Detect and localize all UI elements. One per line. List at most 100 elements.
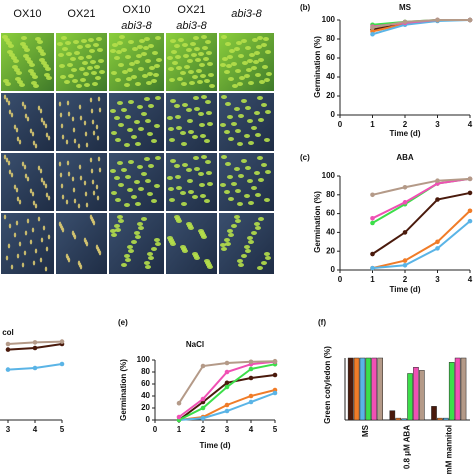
seedling <box>121 108 127 112</box>
seedling <box>78 56 84 60</box>
seedling <box>83 120 87 126</box>
seedling <box>61 134 65 140</box>
x-tick-label: 300 mM mannitol <box>444 425 453 474</box>
seedling <box>146 81 152 85</box>
data-point <box>435 197 440 202</box>
seedling <box>234 107 240 111</box>
seedling <box>137 105 143 109</box>
seedling <box>3 214 7 220</box>
seedling <box>134 60 140 64</box>
seedling <box>81 39 87 43</box>
photo-label: OX10 <box>122 4 150 16</box>
seedling <box>21 101 25 107</box>
seedling <box>227 115 233 119</box>
seedling <box>255 73 261 77</box>
seedling <box>207 265 213 269</box>
bar <box>395 417 402 421</box>
x-tick-label: 3 <box>225 425 230 434</box>
seedling <box>42 225 46 231</box>
seedling <box>66 100 70 106</box>
seedling <box>17 80 23 84</box>
seedling <box>220 123 226 127</box>
bar <box>460 357 467 421</box>
seedling <box>183 54 189 58</box>
seedling <box>40 237 44 243</box>
seedling <box>39 257 43 263</box>
seedling <box>264 198 270 202</box>
seedling <box>141 217 147 221</box>
seedling <box>144 97 150 101</box>
seedling <box>193 156 199 160</box>
x-axis-label: Time (d) <box>390 285 421 294</box>
seedling <box>99 70 105 74</box>
seedling <box>10 172 14 178</box>
seedling <box>46 76 52 80</box>
y-tick-label: 20 <box>326 246 335 255</box>
seedling <box>186 48 192 52</box>
seedling <box>4 38 10 42</box>
x-tick-label: 5 <box>273 425 278 434</box>
seedling <box>124 254 130 258</box>
seedling <box>111 131 117 135</box>
seedling <box>125 115 131 119</box>
seedling <box>16 71 22 75</box>
seedling <box>90 108 94 114</box>
seedling <box>180 71 186 75</box>
seedling <box>188 190 194 194</box>
seedling <box>31 191 35 197</box>
seedling <box>125 258 131 262</box>
seedling <box>251 126 257 130</box>
seedling <box>8 44 14 48</box>
seedling <box>141 112 147 116</box>
seedling <box>126 77 132 81</box>
data-point <box>272 358 278 364</box>
seedling <box>60 123 64 129</box>
seedling <box>124 203 130 207</box>
seedling <box>40 117 44 123</box>
seedling <box>111 233 117 237</box>
seedling <box>244 194 250 198</box>
series-line <box>372 177 471 196</box>
seedling <box>98 250 102 256</box>
seedling <box>231 224 237 228</box>
seedling <box>14 68 20 72</box>
seedling <box>40 52 46 56</box>
seedling <box>131 135 137 139</box>
x-axis-label: Time (d) <box>200 441 231 450</box>
bar <box>454 357 461 421</box>
series-line <box>372 19 470 29</box>
seedling <box>167 176 173 180</box>
seedling <box>22 45 28 49</box>
seedling <box>221 155 227 159</box>
seedling <box>242 61 248 65</box>
seedling <box>151 139 157 143</box>
seedling <box>168 127 174 131</box>
seedling <box>225 102 231 106</box>
seedling <box>224 238 230 242</box>
seedling <box>33 84 39 88</box>
seedling <box>201 155 207 159</box>
seedling <box>20 42 26 46</box>
seedling <box>31 81 37 85</box>
y-tick-label: 20 <box>141 403 150 412</box>
seedling <box>92 82 98 86</box>
seedling <box>264 138 270 142</box>
seedling <box>202 46 208 50</box>
seedling <box>228 233 234 237</box>
seedling <box>12 65 18 69</box>
x-tick-label: 1 <box>177 425 182 434</box>
data-point <box>5 347 11 352</box>
seedling <box>220 63 226 67</box>
seedling <box>40 177 44 183</box>
seedling <box>244 245 250 249</box>
seedling <box>201 35 207 39</box>
seedling <box>91 179 95 185</box>
seedling <box>248 240 254 244</box>
seedling <box>144 37 150 41</box>
seedling <box>247 59 253 63</box>
seedling <box>147 132 153 136</box>
seedling <box>112 43 118 47</box>
data-point <box>370 31 375 37</box>
data-point <box>467 208 473 214</box>
seedling <box>15 220 19 226</box>
